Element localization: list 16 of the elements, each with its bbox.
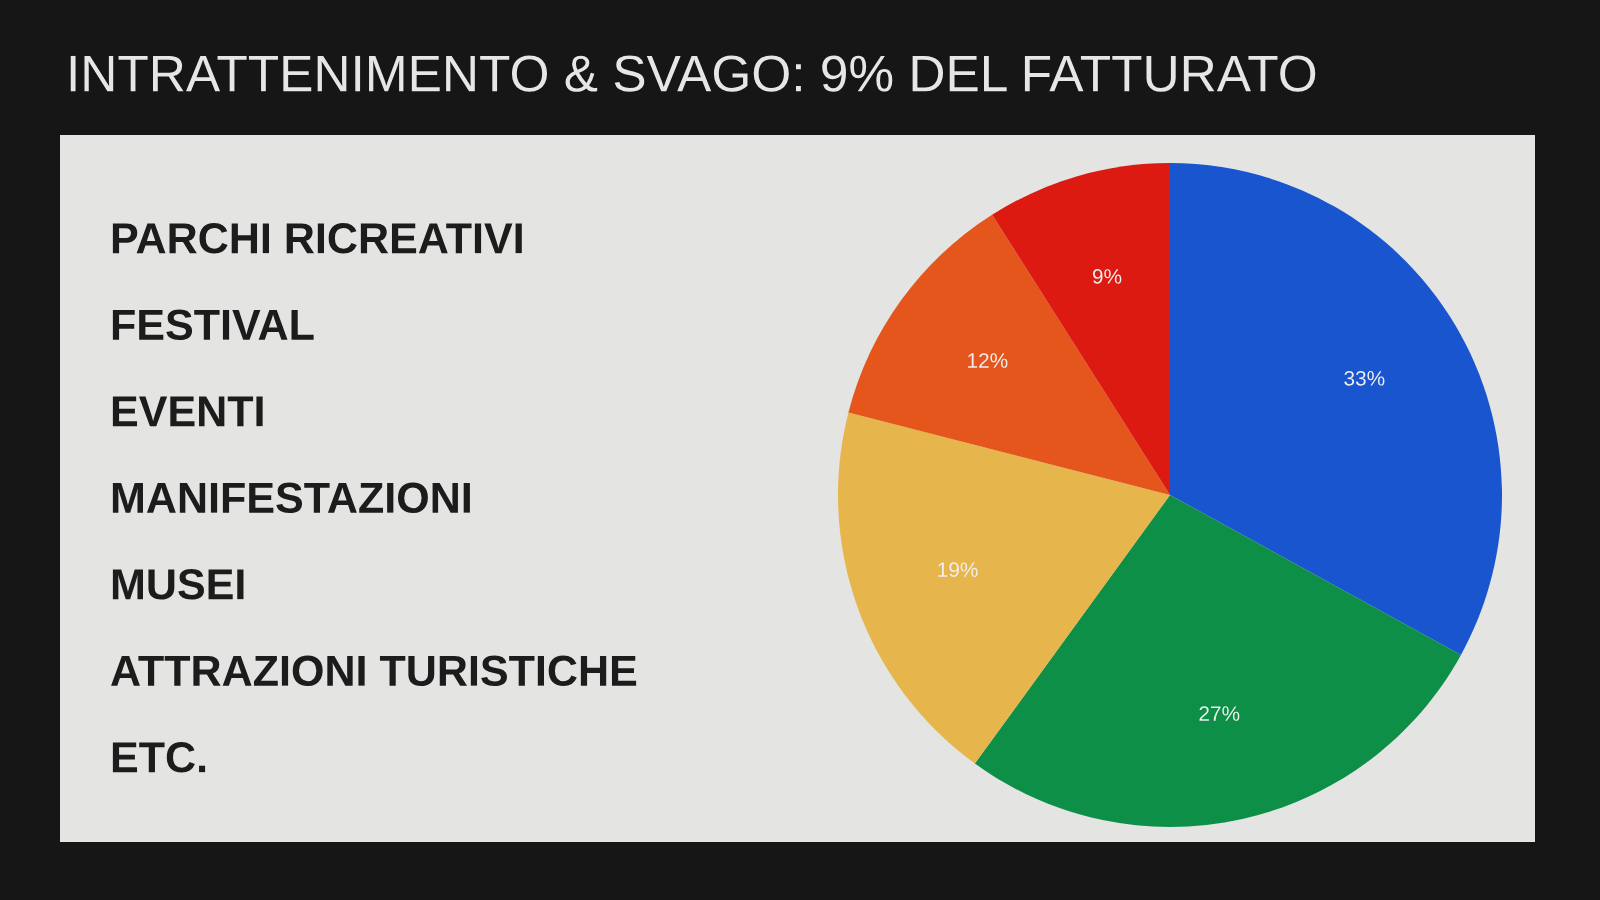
text: MANIFESTAZIONI bbox=[112, 482, 470, 514]
pie-slice bbox=[838, 412, 1170, 764]
text: MUSEI bbox=[112, 569, 244, 600]
data-label: 19% bbox=[938, 562, 978, 578]
pie-slice bbox=[1170, 163, 1502, 655]
text: FESTIVAL bbox=[112, 309, 314, 341]
text: ATTRAZIONI TURISTICHE bbox=[111, 655, 637, 687]
chart-title: INTRATTENIMENTO & SVAGO: 9% DEL FATTURATO bbox=[70, 55, 1316, 92]
text: ETC. bbox=[112, 742, 206, 773]
data-label: 33% bbox=[1344, 370, 1385, 386]
data-label: 12% bbox=[968, 353, 1008, 368]
data-label: 9% bbox=[1092, 269, 1122, 284]
text: PARCHI RICREATIVI bbox=[112, 223, 522, 254]
text: EVENTI bbox=[112, 396, 263, 427]
pie-slice bbox=[848, 214, 1170, 495]
data-label: 27% bbox=[1199, 706, 1240, 721]
